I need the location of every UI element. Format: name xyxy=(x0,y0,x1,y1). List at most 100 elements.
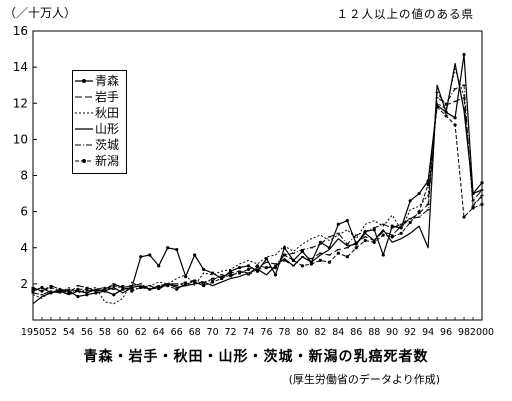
x-tick-label: 56 xyxy=(81,327,93,338)
series-point-5 xyxy=(58,289,62,293)
x-tick-label: 64 xyxy=(153,327,165,338)
series-point-5 xyxy=(426,182,430,187)
legend-label-niigata: 新潟 xyxy=(95,154,120,168)
series-point-5 xyxy=(94,289,98,293)
x-tick-label: 66 xyxy=(171,327,183,338)
series-point-0 xyxy=(372,228,376,232)
x-tick-label: 88 xyxy=(368,327,380,338)
x-tick-label: 74 xyxy=(242,327,254,338)
series-point-0 xyxy=(193,253,197,257)
series-point-5 xyxy=(399,231,403,235)
series-point-0 xyxy=(237,266,242,270)
series-point-0 xyxy=(453,116,457,120)
series-point-0 xyxy=(112,293,116,297)
legend-item-yamagata: 山形 xyxy=(73,121,126,137)
series-point-5 xyxy=(273,266,278,270)
x-tick-label: 96 xyxy=(440,327,452,338)
x-tick-label: 70 xyxy=(207,327,219,338)
legend-item-iwate: 岩手 xyxy=(73,89,126,105)
series-point-0 xyxy=(390,224,394,228)
series-point-5 xyxy=(291,258,296,262)
legend-swatch-akita xyxy=(75,112,93,114)
series-point-5 xyxy=(112,284,116,288)
x-tick-label: 92 xyxy=(404,327,416,338)
series-point-0 xyxy=(85,293,89,297)
legend-label-iwate: 岩手 xyxy=(95,90,120,104)
series-point-0 xyxy=(408,199,412,203)
legend-label-aomori: 青森 xyxy=(95,74,120,88)
series-point-0 xyxy=(381,253,385,257)
chart-title: 青森・岩手・秋田・山形・茨城・新潟の乳癌死者数 xyxy=(83,349,429,365)
series-point-0 xyxy=(166,246,170,250)
series-line-3 xyxy=(32,62,483,305)
chart-note: １２人以上の値のある県 xyxy=(336,7,474,21)
series-point-5 xyxy=(166,284,170,288)
series-point-5 xyxy=(76,287,80,291)
series-point-5 xyxy=(282,253,287,257)
series-point-0 xyxy=(211,271,215,275)
y-tick-label: 8 xyxy=(20,169,28,183)
series-point-0 xyxy=(282,246,287,250)
series-point-5 xyxy=(336,251,340,255)
series-point-0 xyxy=(246,264,251,268)
x-tick-label: 82 xyxy=(314,327,326,338)
x-tick-label: 68 xyxy=(189,327,201,338)
series-point-0 xyxy=(157,264,161,268)
series-point-0 xyxy=(462,52,466,57)
series-point-5 xyxy=(139,285,143,290)
series-point-0 xyxy=(148,253,152,257)
series-point-0 xyxy=(336,222,340,226)
y-tick-label: 2 xyxy=(20,277,28,291)
series-point-5 xyxy=(444,114,448,118)
x-tick-label: 78 xyxy=(278,327,290,338)
series-point-5 xyxy=(309,262,313,266)
series-point-5 xyxy=(417,210,421,214)
series-point-0 xyxy=(139,255,143,259)
series-point-5 xyxy=(453,123,457,127)
series-point-0 xyxy=(273,273,278,277)
y-axis-unit-label: （／十万人） xyxy=(4,6,77,20)
y-tick-label: 4 xyxy=(20,241,28,255)
y-tick-label: 6 xyxy=(20,205,28,219)
series-point-5 xyxy=(228,273,233,277)
series-point-5 xyxy=(193,280,197,284)
series-point-0 xyxy=(76,294,80,299)
series-point-5 xyxy=(157,285,161,290)
series-point-5 xyxy=(49,285,53,290)
series-point-0 xyxy=(417,191,421,196)
series-point-5 xyxy=(67,291,71,295)
legend-item-aomori: 青森 xyxy=(73,73,126,89)
legend-swatch-aomori xyxy=(75,79,93,83)
series-point-5 xyxy=(237,271,242,275)
series-point-5 xyxy=(462,215,466,219)
series-point-0 xyxy=(228,269,233,273)
series-point-5 xyxy=(219,276,224,281)
series-point-5 xyxy=(211,280,215,284)
series-point-5 xyxy=(148,287,152,291)
series-point-5 xyxy=(345,255,349,259)
legend-label-akita: 秋田 xyxy=(95,106,120,120)
legend-item-ibaraki: 茨城 xyxy=(73,137,126,153)
series-point-5 xyxy=(381,233,385,237)
x-tick-label: 94 xyxy=(422,327,434,338)
series-point-5 xyxy=(255,264,260,268)
x-tick-label: 72 xyxy=(225,327,237,338)
y-tick-label: 10 xyxy=(13,132,28,146)
y-tick-label: 16 xyxy=(13,24,28,38)
series-point-5 xyxy=(435,105,439,109)
series-point-5 xyxy=(85,287,89,291)
series-point-5 xyxy=(318,258,322,262)
legend-label-ibaraki: 茨城 xyxy=(95,138,120,152)
x-tick-label: 60 xyxy=(117,327,129,338)
series-point-5 xyxy=(471,206,475,210)
series-point-0 xyxy=(345,219,349,223)
legend-label-yamagata: 山形 xyxy=(95,122,120,136)
series-point-5 xyxy=(40,289,44,293)
legend-swatch-ibaraki xyxy=(75,144,93,146)
series-point-5 xyxy=(184,282,188,286)
series-point-5 xyxy=(390,235,394,239)
x-tick-label: 76 xyxy=(260,327,272,338)
legend-swatch-yamagata xyxy=(75,128,93,130)
x-tick-label: 54 xyxy=(63,327,75,338)
